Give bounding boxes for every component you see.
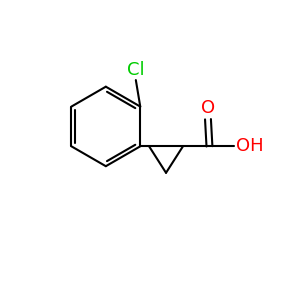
Text: Cl: Cl — [127, 61, 145, 79]
Text: OH: OH — [236, 137, 264, 155]
Text: O: O — [201, 99, 215, 117]
